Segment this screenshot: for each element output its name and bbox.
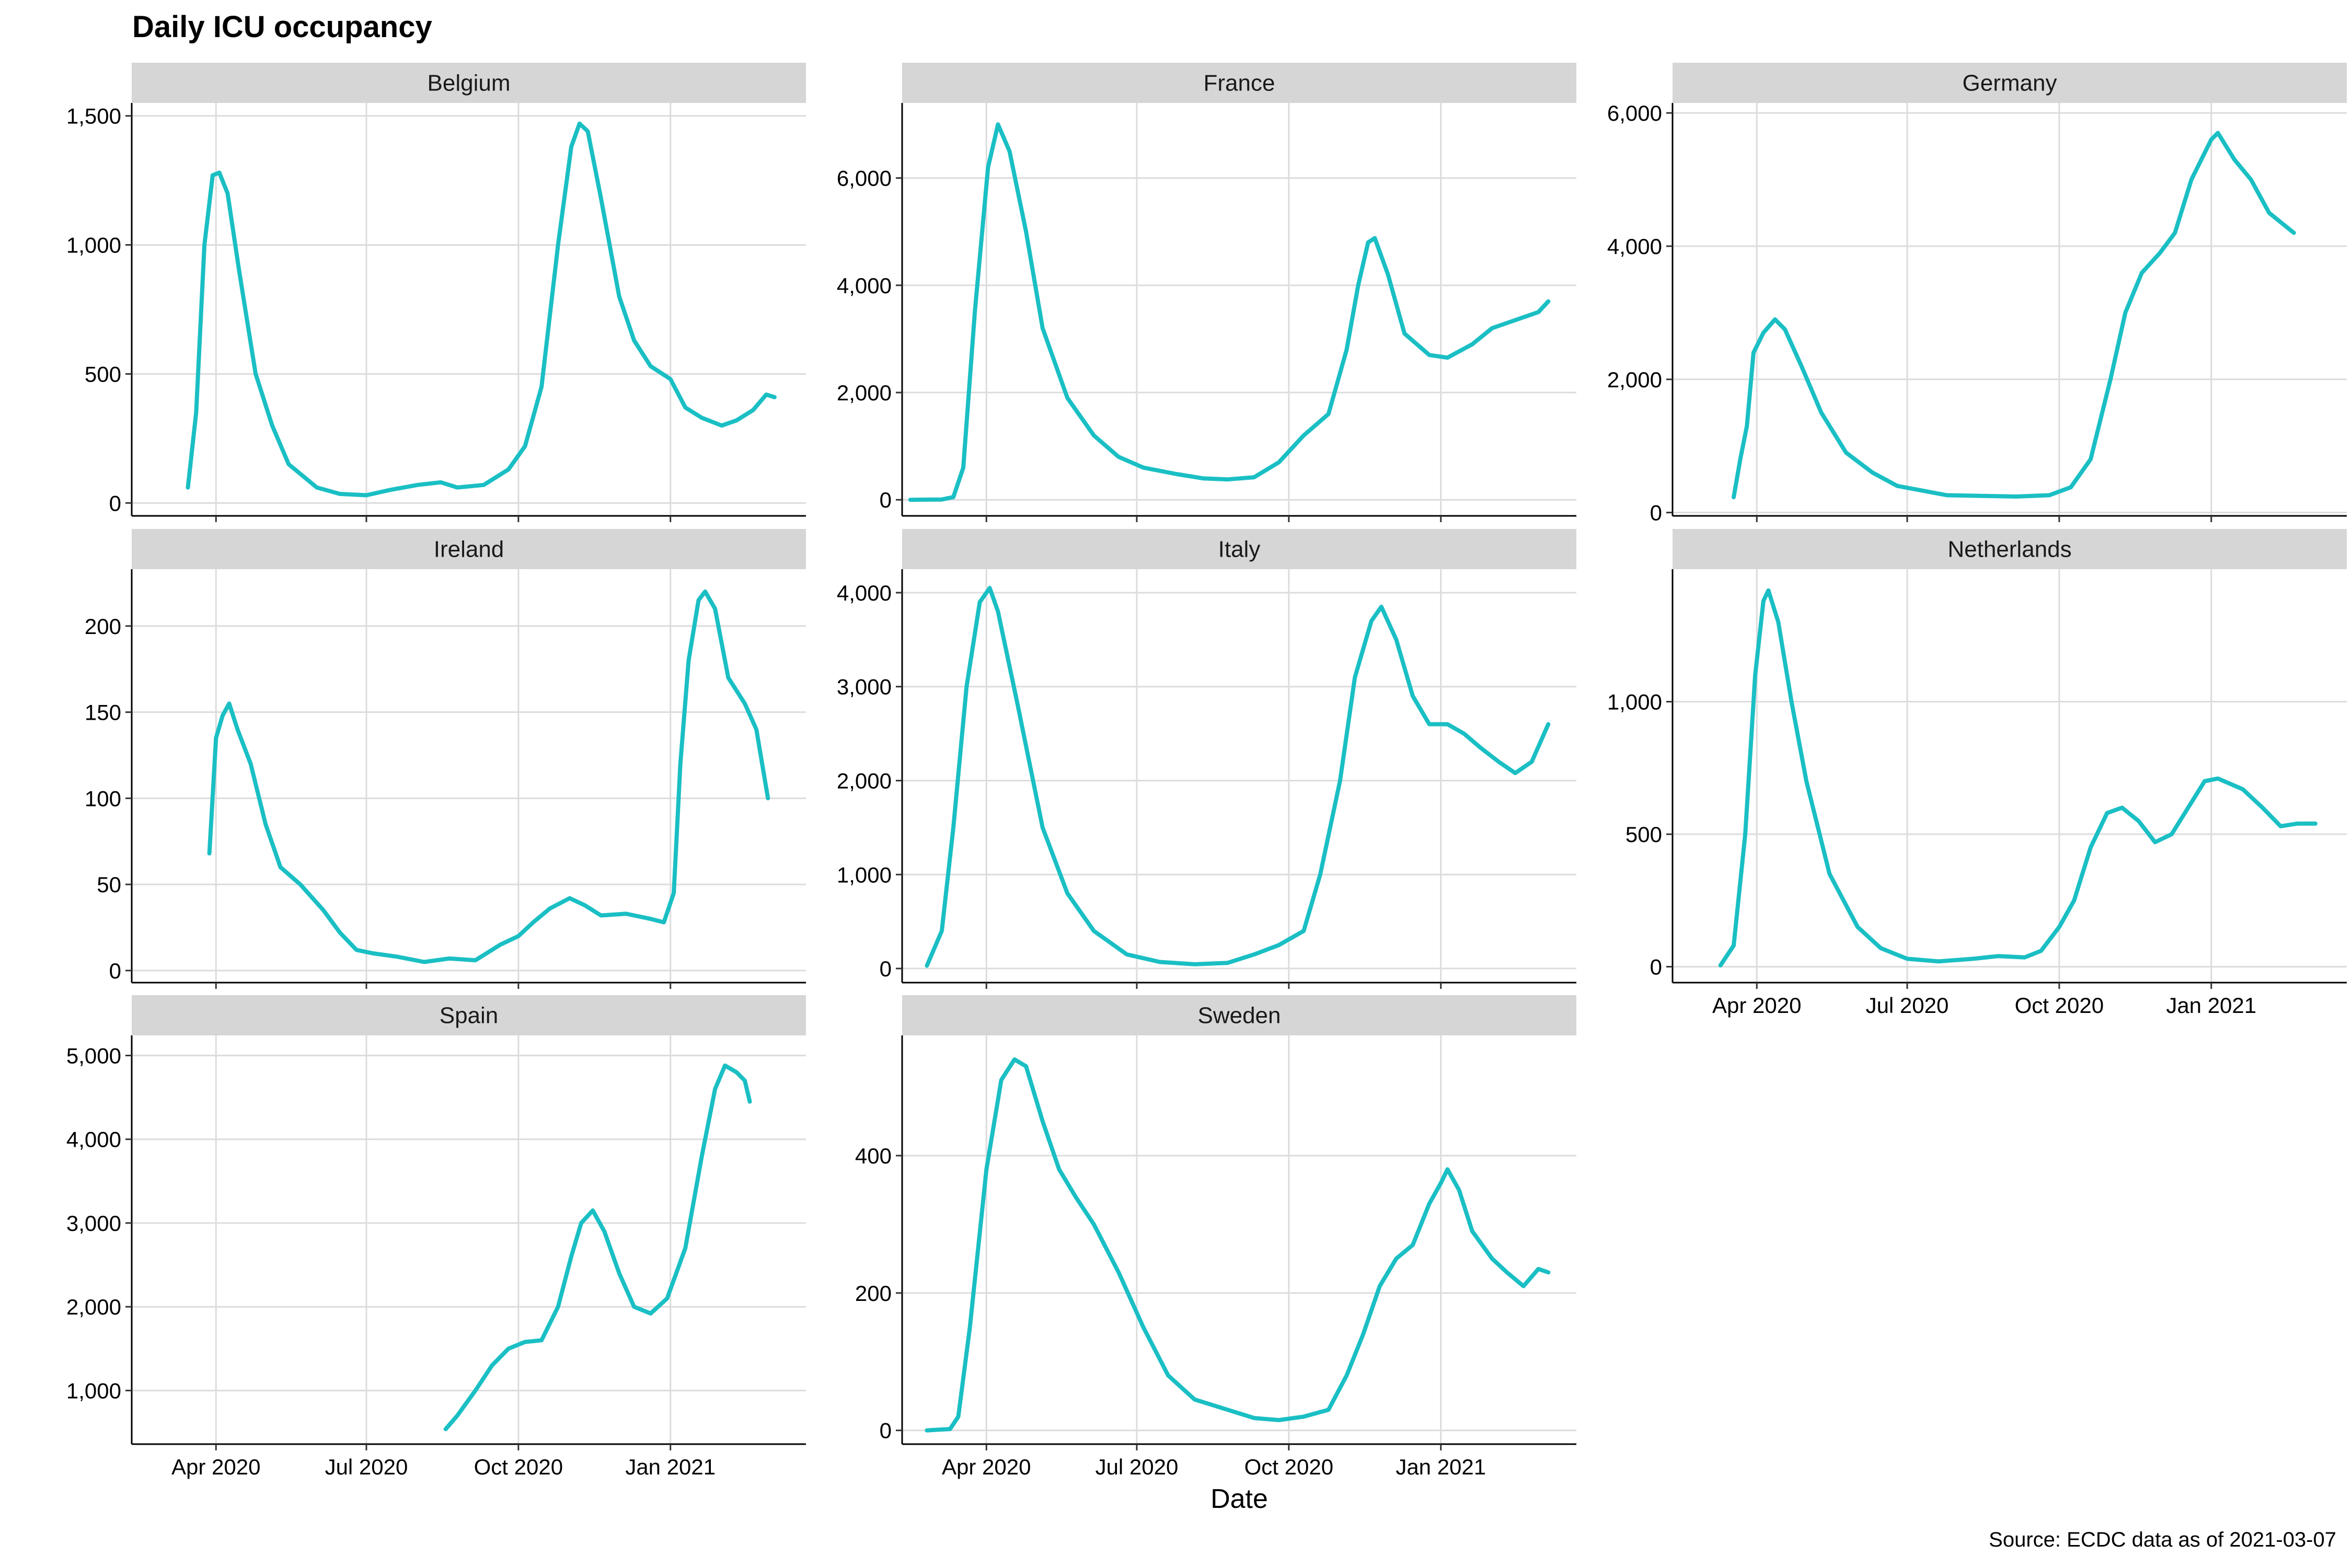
panel-spain: Spain 1,000 2,000 3,000 4,000 5,000 Apr 2020 Ju… — [66, 995, 806, 1479]
panel-ireland: Ireland 0 50 100 150 200 — [85, 529, 806, 989]
y-tick-label-ireland-2: 100 — [85, 786, 121, 811]
series-line-netherlands — [1718, 588, 2318, 967]
y-tick-label-italy-3: 3,000 — [837, 675, 892, 699]
panel-france: France 0 2,000 4,000 6,000 — [837, 63, 1576, 522]
x-tick-label-netherlands-2: Oct 2020 — [2015, 993, 2104, 1018]
strip-label-germany: Germany — [1963, 71, 2057, 96]
y-tick-label-spain-0: 1,000 — [66, 1378, 121, 1403]
strip-label-sweden: Sweden — [1197, 1003, 1281, 1029]
y-tick-label-spain-1: 2,000 — [66, 1295, 121, 1319]
strip-spain — [132, 995, 806, 1035]
panel-germany: Germany 0 2,000 4,000 6,000 — [1607, 63, 2347, 525]
y-tick-label-sweden-2: 400 — [855, 1144, 892, 1168]
y-tick-label-spain-4: 5,000 — [66, 1043, 121, 1068]
panel-italy: Italy 0 1,000 2,000 3,000 4,000 — [837, 529, 1576, 989]
y-tick-label-ireland-4: 200 — [85, 614, 121, 639]
panel-sweden: Sweden 0 200 400 Apr 2020 Jul 2020 Oct 2020 Jan… — [855, 995, 1576, 1479]
x-tick-label-netherlands-0: Apr 2020 — [1712, 993, 1801, 1018]
y-tick-label-france-1: 2,000 — [837, 381, 892, 405]
y-tick-label-belgium-2: 1,000 — [66, 233, 121, 258]
y-tick-label-germany-3: 6,000 — [1607, 101, 1662, 125]
y-tick-label-spain-2: 3,000 — [66, 1211, 121, 1236]
panel-netherlands: Netherlands 0 500 1,000 Apr 2020 Jul 2020 Oct … — [1607, 529, 2347, 1018]
x-tick-label-spain-3: Jan 2021 — [625, 1455, 716, 1479]
y-tick-label-spain-3: 4,000 — [66, 1127, 121, 1152]
strip-netherlands — [1673, 529, 2347, 569]
y-tick-label-italy-1: 1,000 — [837, 862, 892, 887]
y-tick-label-netherlands-1: 500 — [1625, 822, 1662, 847]
strip-germany — [1673, 63, 2347, 103]
y-tick-label-germany-1: 2,000 — [1607, 367, 1662, 392]
y-tick-label-italy-2: 2,000 — [837, 768, 892, 793]
y-tick-label-italy-4: 4,000 — [837, 581, 892, 605]
x-tick-label-sweden-0: Apr 2020 — [942, 1455, 1031, 1479]
y-tick-label-ireland-0: 0 — [109, 959, 121, 983]
chart-title: Daily ICU occupancy — [132, 10, 432, 44]
series-line-italy — [925, 586, 1551, 968]
y-tick-label-belgium-0: 0 — [109, 491, 121, 515]
strip-ireland — [132, 529, 806, 569]
strip-italy — [902, 529, 1576, 569]
x-tick-label-sweden-3: Jan 2021 — [1396, 1455, 1486, 1479]
x-axis-title: Date — [1210, 1484, 1268, 1514]
y-tick-label-ireland-1: 50 — [97, 872, 121, 897]
y-tick-label-belgium-3: 1,500 — [66, 104, 121, 129]
y-tick-label-france-3: 6,000 — [837, 166, 892, 191]
strip-label-netherlands: Netherlands — [1947, 537, 2071, 562]
series-line-ireland — [207, 589, 770, 964]
panel-belgium: Belgium 0 500 1,000 1,500 — [66, 63, 806, 522]
y-tick-label-netherlands-0: 0 — [1650, 955, 1662, 979]
x-tick-label-sweden-1: Jul 2020 — [1096, 1455, 1179, 1479]
y-tick-label-germany-2: 4,000 — [1607, 234, 1662, 259]
series-line-spain — [443, 1063, 752, 1432]
strip-label-spain: Spain — [440, 1003, 499, 1029]
x-tick-label-sweden-2: Oct 2020 — [1244, 1455, 1333, 1479]
series-line-belgium — [186, 121, 777, 498]
y-tick-label-ireland-3: 150 — [85, 700, 121, 725]
strip-label-ireland: Ireland — [434, 537, 504, 562]
y-tick-label-france-0: 0 — [880, 488, 892, 512]
y-tick-label-italy-0: 0 — [880, 956, 892, 981]
source-caption: Source: ECDC data as of 2021-03-07 — [1989, 1528, 2336, 1551]
y-tick-label-sweden-1: 200 — [855, 1281, 892, 1306]
series-line-sweden — [925, 1057, 1551, 1433]
x-tick-label-spain-2: Oct 2020 — [474, 1455, 563, 1479]
y-tick-label-germany-0: 0 — [1650, 501, 1662, 525]
y-tick-label-sweden-0: 0 — [880, 1419, 892, 1443]
y-tick-label-france-2: 4,000 — [837, 273, 892, 298]
series-line-france — [908, 122, 1551, 502]
strip-sweden — [902, 995, 1576, 1035]
y-tick-label-belgium-1: 500 — [85, 362, 121, 386]
y-tick-label-netherlands-2: 1,000 — [1607, 690, 1662, 714]
strip-label-italy: Italy — [1218, 537, 1261, 562]
x-tick-label-netherlands-3: Jan 2021 — [2166, 993, 2256, 1018]
series-line-germany — [1732, 131, 2296, 500]
strip-belgium — [132, 63, 806, 103]
strip-france — [902, 63, 1576, 103]
x-tick-label-spain-0: Apr 2020 — [171, 1455, 260, 1479]
strip-label-belgium: Belgium — [428, 71, 511, 96]
x-tick-label-netherlands-1: Jul 2020 — [1866, 993, 1949, 1018]
x-tick-label-spain-1: Jul 2020 — [325, 1455, 408, 1479]
strip-label-france: France — [1204, 71, 1275, 96]
